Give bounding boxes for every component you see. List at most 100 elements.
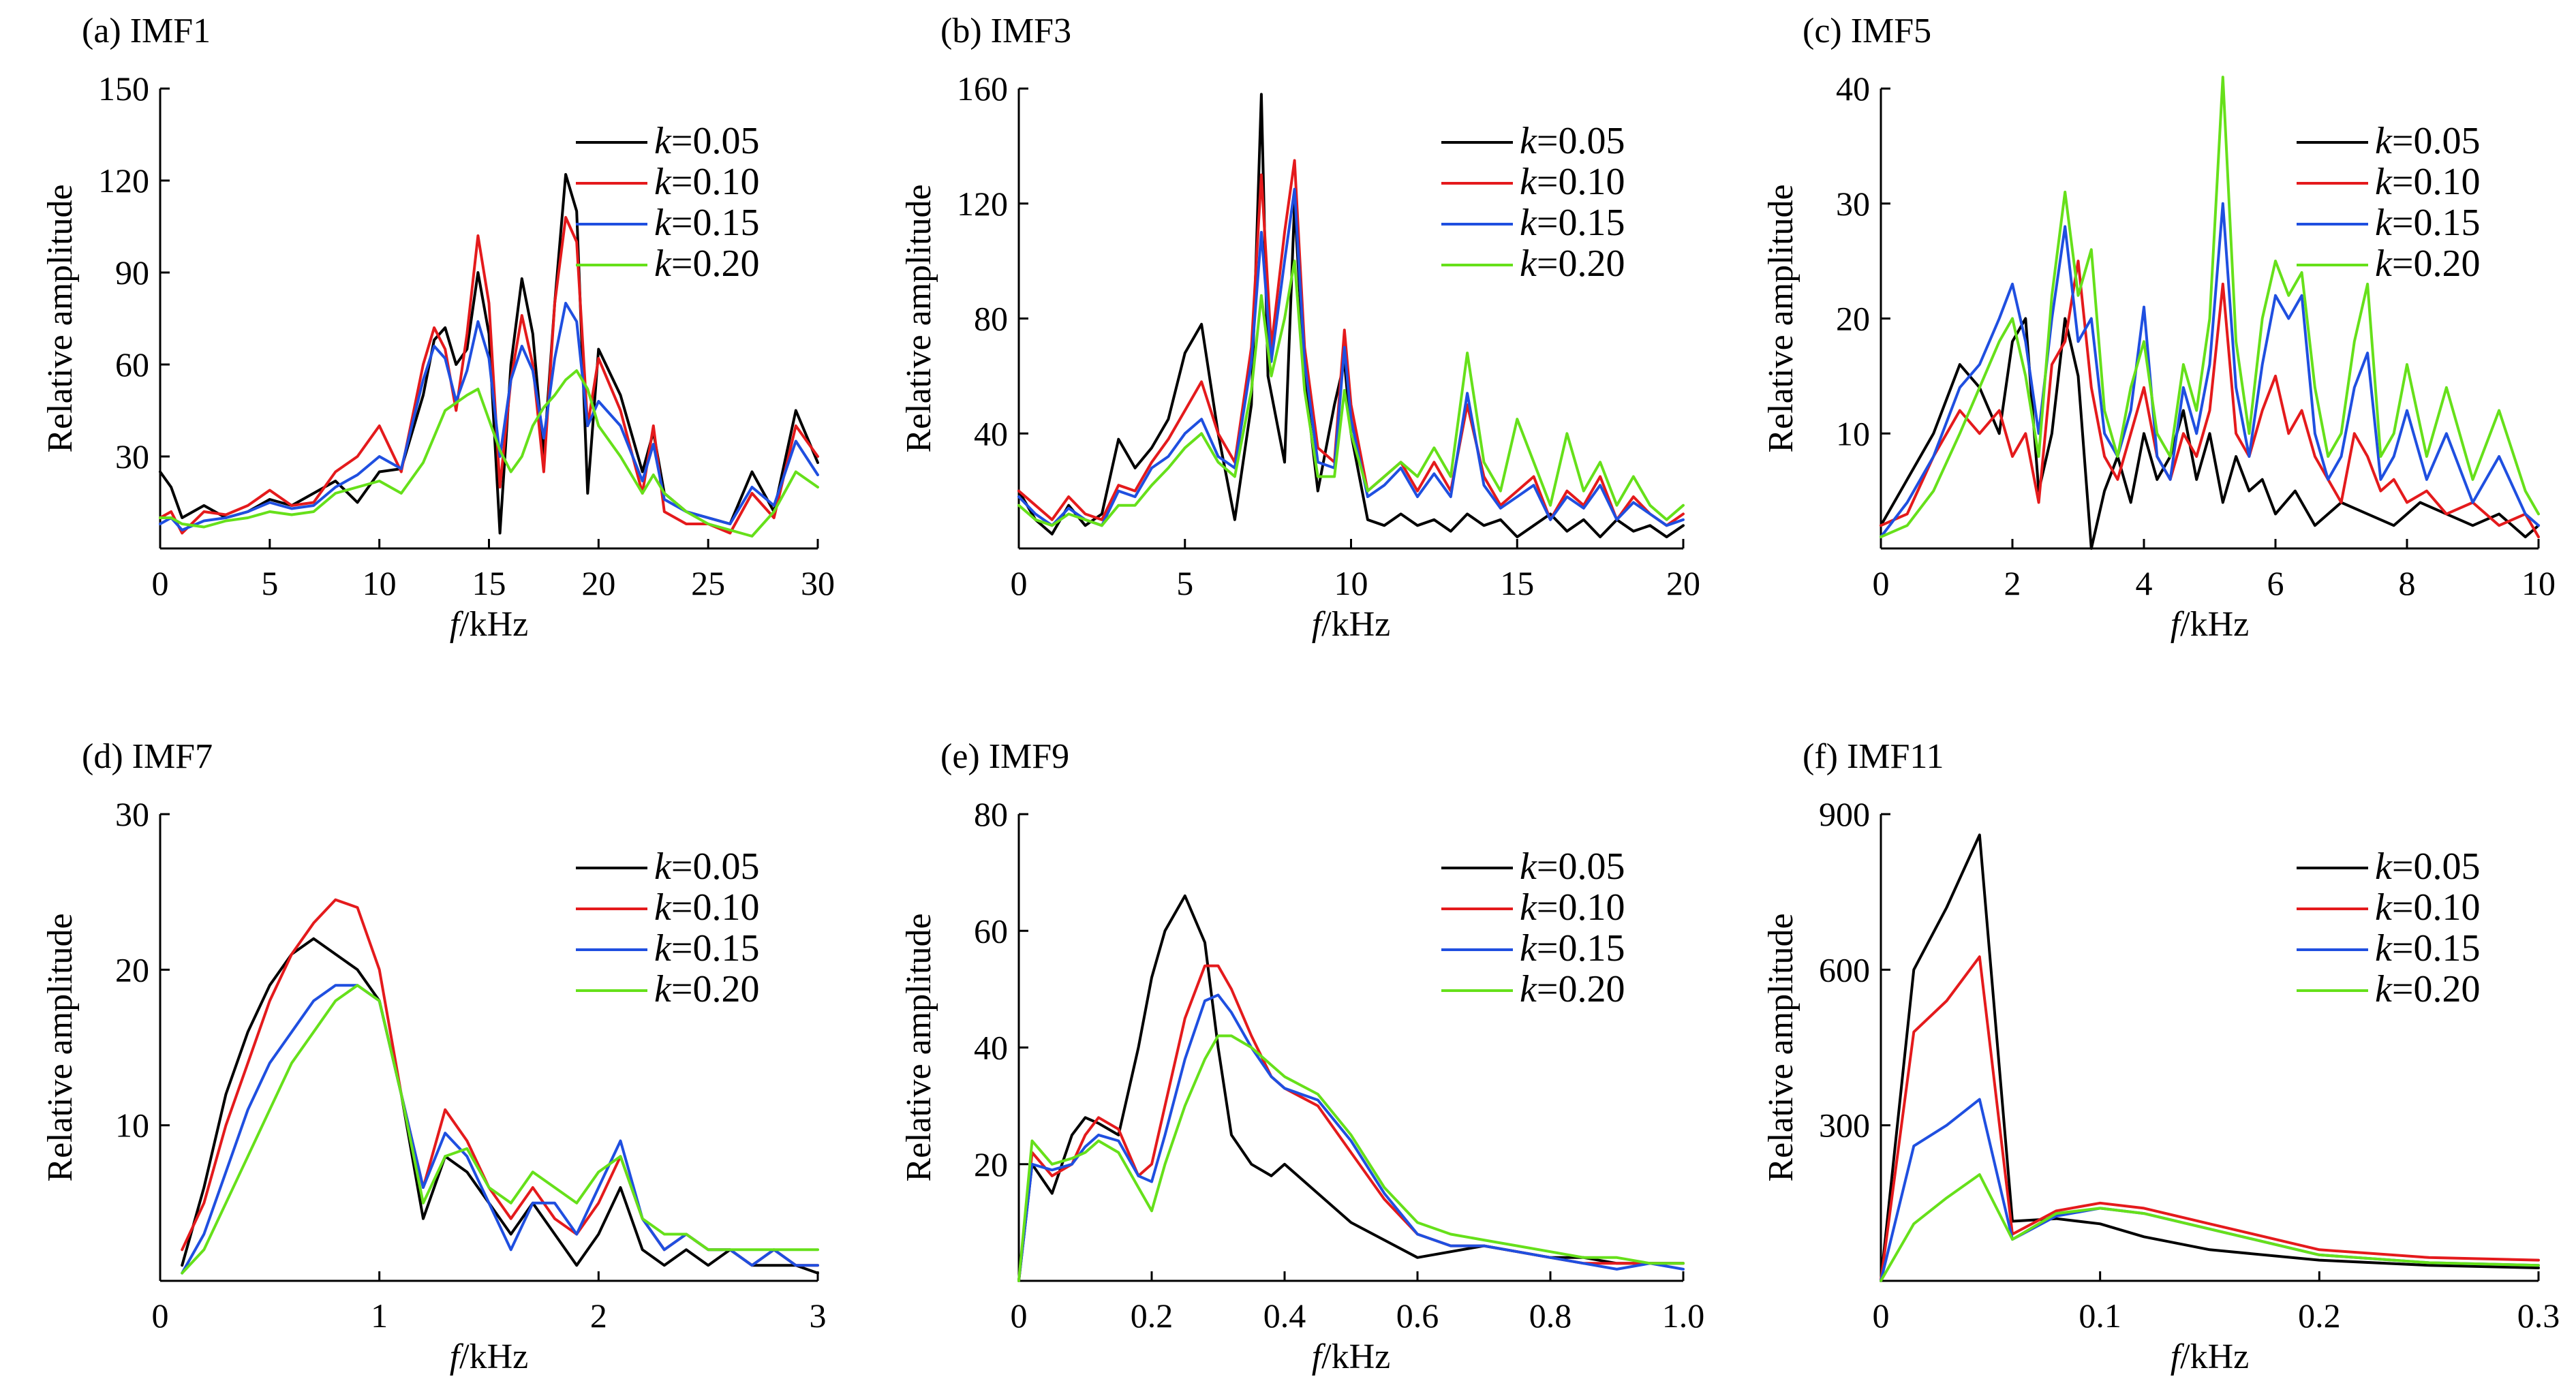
legend-symbol: k	[654, 845, 672, 888]
y-axis-title-imf5: Relative amplitude	[1762, 184, 1800, 452]
x-tick-label-imf1: 5	[261, 564, 278, 602]
x-tick-label-imf1: 15	[472, 564, 506, 602]
y-tick-label-imf11: 900	[1819, 795, 1870, 833]
legend-entry-imf3-3: k=0.15	[1520, 202, 1625, 244]
series-line-imf5-3	[1880, 202, 2540, 539]
x-axis-title-imf3: f/kHz	[1312, 605, 1391, 644]
panel-imf3: (b) IMF3 40 80 120 160 0 5 10 15 20 f/kHz Relative …	[900, 12, 1700, 644]
series-line-imf11-1	[1880, 833, 2540, 1282]
legend-symbol: k	[2375, 161, 2393, 203]
x-tick-label-imf11: 0	[1873, 1297, 1890, 1335]
x-tick-label-imf9: 0.8	[1529, 1297, 1572, 1335]
legend-value: =0.10	[671, 161, 760, 203]
legend-imf1: k=0.05k=0.10k=0.15k=0.20	[576, 120, 759, 285]
x-tick-label-imf9: 0.2	[1131, 1297, 1174, 1335]
x-axis-title-unit: /kHz	[1321, 605, 1390, 644]
y-tick-label-imf7: 10	[115, 1106, 149, 1145]
y-tick-label-imf3: 40	[974, 414, 1008, 452]
y-tick-label-imf3: 120	[957, 185, 1008, 223]
legend-imf3: k=0.05k=0.10k=0.15k=0.20	[1441, 120, 1625, 285]
legend-value: =0.05	[671, 845, 760, 888]
x-tick-label-imf3: 10	[1334, 564, 1368, 602]
legend-symbol: k	[2375, 886, 2393, 929]
legend-symbol: k	[654, 202, 672, 244]
legend-entry-imf1-4: k=0.20	[654, 243, 759, 285]
y-tick-label-imf5: 10	[1836, 414, 1870, 452]
legend-value: =0.20	[671, 243, 760, 285]
legend-symbol: k	[1520, 120, 1537, 162]
x-tick-label-imf1: 10	[363, 564, 397, 602]
x-tick-label-imf1: 25	[691, 564, 725, 602]
y-axis-title-imf11: Relative amplitude	[1762, 913, 1800, 1181]
x-axis-title-unit: /kHz	[459, 605, 528, 644]
legend-entry-imf7-2: k=0.10	[654, 886, 759, 929]
legend-value: =0.20	[2392, 243, 2481, 285]
x-tick-label-imf3: 20	[1666, 564, 1700, 602]
x-tick-label-imf11: 0.3	[2517, 1297, 2560, 1335]
y-tick-label-imf9: 20	[974, 1145, 1008, 1183]
legend-entry-imf7-1: k=0.05	[654, 845, 759, 888]
legend-symbol: k	[654, 120, 672, 162]
legend-value: =0.15	[671, 202, 760, 244]
series-line-imf1-2	[159, 216, 819, 535]
y-tick-label-imf11: 300	[1819, 1106, 1870, 1145]
x-tick-label-imf11: 0.1	[2079, 1297, 2121, 1335]
legend-symbol: k	[1520, 845, 1537, 888]
x-axis-title-unit: /kHz	[2180, 1337, 2249, 1376]
legend-symbol: k	[2375, 243, 2393, 285]
y-tick-label-imf11: 600	[1819, 950, 1870, 989]
x-tick-label-imf9: 0.6	[1396, 1297, 1439, 1335]
legend-entry-imf11-1: k=0.05	[2375, 845, 2480, 888]
legend-value: =0.05	[1537, 845, 1625, 888]
y-tick-label-imf1: 120	[98, 161, 149, 200]
panel-title-imf7: (d) IMF7	[82, 737, 213, 776]
legend-symbol: k	[1520, 968, 1537, 1010]
x-axis-title-unit: /kHz	[459, 1337, 528, 1376]
x-axis-title-imf9: f/kHz	[1312, 1337, 1391, 1376]
legend-imf5: k=0.05k=0.10k=0.15k=0.20	[2297, 120, 2480, 285]
x-tick-label-imf7: 0	[152, 1297, 169, 1335]
legend-entry-imf1-1: k=0.05	[654, 120, 759, 162]
legend-symbol: k	[2375, 845, 2393, 888]
x-tick-label-imf3: 15	[1500, 564, 1534, 602]
legend-entry-imf9-4: k=0.20	[1520, 968, 1625, 1010]
series-line-imf7-4	[181, 984, 819, 1275]
x-tick-label-imf9: 0	[1011, 1297, 1028, 1335]
series-line-imf5-2	[1880, 260, 2540, 539]
legend-value: =0.15	[671, 927, 760, 969]
legend-symbol: k	[2375, 120, 2393, 162]
legend-entry-imf9-3: k=0.15	[1520, 927, 1625, 969]
legend-entry-imf9-2: k=0.10	[1520, 886, 1625, 929]
panel-imf5: (c) IMF5 10 20 30 40 0 2 4 6 8 10 f/kHz Relative amp…	[1762, 12, 2556, 644]
legend-entry-imf3-1: k=0.05	[1520, 120, 1625, 162]
y-axis-title-imf1: Relative amplitude	[41, 184, 80, 452]
series-line-imf11-3	[1880, 1098, 2540, 1282]
legend-entry-imf9-1: k=0.05	[1520, 845, 1625, 888]
y-axis-title-imf7: Relative amplitude	[41, 913, 80, 1181]
x-axis-title-unit: /kHz	[2180, 605, 2249, 644]
series-line-imf11-2	[1880, 955, 2540, 1282]
legend-symbol: k	[1520, 927, 1537, 969]
legend-entry-imf11-2: k=0.10	[2375, 886, 2480, 929]
legend-imf9: k=0.05k=0.10k=0.15k=0.20	[1441, 845, 1625, 1010]
legend-value: =0.20	[671, 968, 760, 1010]
legend-entry-imf11-3: k=0.15	[2375, 927, 2480, 969]
legend-value: =0.10	[1537, 886, 1625, 929]
series-line-imf5-4	[1880, 76, 2540, 539]
y-tick-label-imf1: 90	[115, 253, 149, 292]
x-tick-label-imf7: 1	[371, 1297, 388, 1335]
legend-symbol: k	[1520, 161, 1537, 203]
series-line-imf3-4	[1017, 260, 1685, 527]
x-tick-label-imf5: 8	[2399, 564, 2416, 602]
legend-imf7: k=0.05k=0.10k=0.15k=0.20	[576, 845, 759, 1010]
x-tick-label-imf5: 4	[2136, 564, 2153, 602]
x-axis-title-imf7: f/kHz	[450, 1337, 529, 1376]
series-line-imf3-3	[1017, 187, 1685, 527]
panel-title-imf1: (a) IMF1	[82, 12, 211, 50]
legend-entry-imf1-3: k=0.15	[654, 202, 759, 244]
y-tick-label-imf3: 80	[974, 300, 1008, 338]
legend-entry-imf5-4: k=0.20	[2375, 243, 2480, 285]
y-tick-label-imf3: 160	[957, 69, 1008, 108]
legend-entry-imf3-2: k=0.10	[1520, 161, 1625, 203]
y-tick-label-imf1: 60	[115, 345, 149, 384]
